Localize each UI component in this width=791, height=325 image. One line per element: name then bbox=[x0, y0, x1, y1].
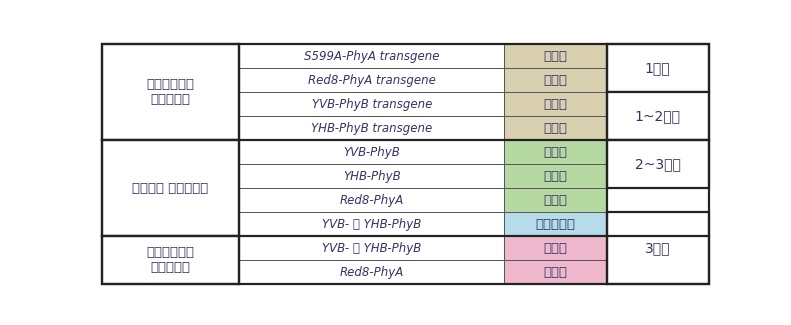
Text: 환경정화 광생명공학: 환경정화 광생명공학 bbox=[132, 182, 209, 195]
Bar bbox=[102, 140, 240, 236]
Text: 1~2차년: 1~2차년 bbox=[634, 109, 681, 123]
Text: 고구마: 고구마 bbox=[543, 98, 567, 111]
Text: YVB-PhyB: YVB-PhyB bbox=[343, 146, 400, 159]
Bar bbox=[607, 212, 709, 284]
Bar bbox=[607, 44, 709, 92]
Text: YVB- 및 YHB-PhyB: YVB- 및 YHB-PhyB bbox=[322, 242, 422, 255]
Text: YVB- 및 YHB-PhyB: YVB- 및 YHB-PhyB bbox=[322, 218, 422, 231]
Text: 벤트그라스: 벤트그라스 bbox=[536, 218, 576, 231]
Bar bbox=[240, 236, 505, 260]
Bar bbox=[240, 188, 505, 212]
Bar bbox=[240, 260, 505, 284]
Text: Red8-PhyA: Red8-PhyA bbox=[339, 266, 404, 279]
Bar bbox=[240, 212, 505, 236]
Bar bbox=[505, 236, 607, 260]
Text: 바이오에너지
광생명공학: 바이오에너지 광생명공학 bbox=[146, 78, 195, 106]
Text: 고구마: 고구마 bbox=[543, 49, 567, 62]
Text: 들잔디: 들잔디 bbox=[543, 194, 567, 207]
Bar bbox=[505, 164, 607, 188]
Text: YHB-PhyB: YHB-PhyB bbox=[343, 170, 401, 183]
Text: S599A-PhyA transgene: S599A-PhyA transgene bbox=[304, 49, 440, 62]
Bar bbox=[505, 116, 607, 140]
Text: 들잔디: 들잔디 bbox=[543, 146, 567, 159]
Bar bbox=[240, 164, 505, 188]
Bar bbox=[240, 44, 505, 68]
Bar bbox=[102, 44, 240, 140]
Text: Red8-PhyA transgene: Red8-PhyA transgene bbox=[308, 73, 436, 86]
Bar bbox=[240, 68, 505, 92]
Bar bbox=[240, 140, 505, 164]
Text: YVB-PhyB transgene: YVB-PhyB transgene bbox=[312, 98, 432, 111]
Text: 고구마: 고구마 bbox=[543, 73, 567, 86]
Bar bbox=[102, 236, 240, 284]
Text: 고구마: 고구마 bbox=[543, 122, 567, 135]
Text: Red8-PhyA: Red8-PhyA bbox=[339, 194, 404, 207]
Text: 1차년: 1차년 bbox=[645, 61, 671, 75]
Bar bbox=[505, 260, 607, 284]
Bar bbox=[240, 92, 505, 116]
Bar bbox=[505, 44, 607, 68]
Bar bbox=[505, 212, 607, 236]
Bar bbox=[607, 92, 709, 140]
Text: YHB-PhyB transgene: YHB-PhyB transgene bbox=[311, 122, 433, 135]
Bar bbox=[505, 68, 607, 92]
Text: 바이오에너지
광생명공학: 바이오에너지 광생명공학 bbox=[146, 246, 195, 274]
Bar bbox=[607, 140, 709, 188]
Text: 카사바: 카사바 bbox=[543, 266, 567, 279]
Bar bbox=[505, 92, 607, 116]
Bar bbox=[240, 116, 505, 140]
Bar bbox=[505, 188, 607, 212]
Text: 3차년: 3차년 bbox=[645, 241, 671, 255]
Text: 카사바: 카사바 bbox=[543, 242, 567, 255]
Text: 2~3차년: 2~3차년 bbox=[635, 157, 681, 171]
Text: 들잔디: 들잔디 bbox=[543, 170, 567, 183]
Bar bbox=[505, 140, 607, 164]
